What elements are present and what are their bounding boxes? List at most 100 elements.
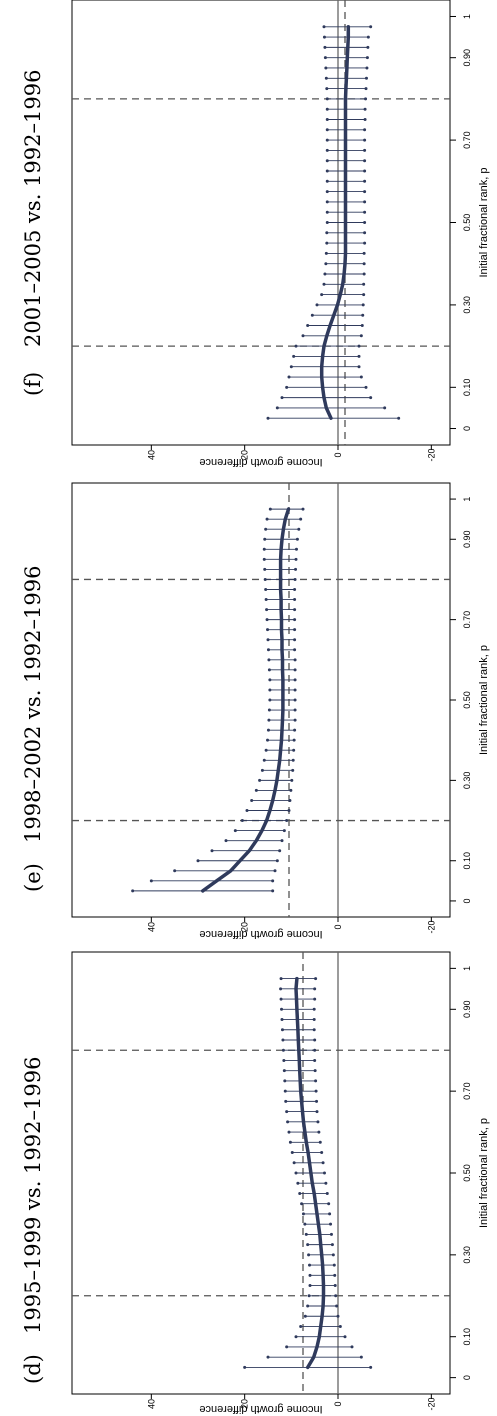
panel-d-title: 1995–1999 vs. 1992–1996	[21, 1057, 45, 1334]
ci-lower-point	[291, 768, 295, 772]
ci-upper-point	[308, 1284, 312, 1288]
ci-upper-point	[264, 748, 268, 752]
ci-lower-point	[364, 97, 368, 101]
ci-lower-point	[321, 1161, 325, 1165]
ci-lower-point	[293, 698, 297, 702]
ci-upper-point	[266, 638, 270, 642]
panel-f-caption: (f) 2001–2005 vs. 1992–1996	[21, 70, 45, 396]
ci-lower-point	[363, 221, 367, 224]
ci-lower-point	[293, 618, 297, 622]
ci-lower-point	[273, 869, 277, 873]
y-tick-label: 20	[240, 922, 250, 932]
ci-lower-point	[359, 375, 363, 379]
ci-upper-point	[285, 385, 289, 389]
ci-lower-point	[363, 210, 367, 214]
ci-upper-point	[268, 678, 272, 682]
ci-lower-point	[313, 1058, 317, 1062]
ci-upper-point	[262, 557, 266, 561]
ci-upper-point	[263, 577, 267, 581]
ci-upper-point	[285, 1110, 289, 1114]
ci-upper-point	[308, 1273, 312, 1277]
ci-lower-point	[363, 179, 367, 183]
x-tick-label: 1	[462, 497, 472, 502]
ci-lower-point	[314, 977, 318, 981]
x-tick-label: 0.30	[462, 772, 472, 790]
ci-lower-point	[318, 1140, 322, 1144]
ci-lower-point	[338, 1324, 342, 1328]
ci-upper-point	[275, 406, 279, 410]
ci-lower-point	[366, 35, 370, 39]
x-tick-label: 0.90	[462, 530, 472, 548]
ci-upper-point	[286, 1120, 290, 1124]
panel-e-axes: 0 0.10 0.30 0.50 0.70 0.90 1 Initial fractional…	[146, 497, 490, 940]
ci-upper-point	[325, 200, 329, 204]
ci-upper-point	[240, 819, 244, 823]
ci-upper-point	[268, 507, 272, 511]
ci-upper-point	[266, 628, 270, 632]
panel-e-caption: (e) 1998–2002 vs. 1992–1996	[21, 566, 45, 892]
x-tick-label: 0.90	[462, 49, 472, 67]
x-tick-label: 0.50	[462, 214, 472, 232]
panel-d-label: (d)	[21, 1354, 45, 1384]
ci-upper-point	[267, 718, 271, 722]
ci-upper-point	[233, 829, 237, 833]
x-tick-label: 0.50	[462, 1164, 472, 1182]
ci-lower-point	[289, 788, 293, 792]
ci-lower-point	[313, 1038, 317, 1042]
ci-upper-point	[262, 758, 266, 762]
ci-lower-point	[315, 1110, 319, 1114]
ci-upper-point	[322, 35, 326, 39]
ci-upper-point	[325, 231, 329, 235]
panel-d-axes: 0 0.10 0.30 0.50 0.70 0.90 1 Initial fractional…	[146, 966, 490, 1415]
ci-lower-point	[293, 658, 297, 662]
ci-upper-point	[324, 66, 328, 70]
ci-lower-point	[294, 557, 298, 561]
ci-upper-point	[282, 1069, 286, 1073]
ci-upper-point	[250, 798, 254, 802]
ci-upper-point	[265, 618, 269, 622]
ci-upper-point	[315, 303, 319, 307]
y-axis-title: Income growth difference	[199, 1403, 322, 1415]
ci-upper-point	[306, 1243, 310, 1247]
ci-lower-point	[290, 778, 294, 782]
ci-lower-point	[350, 1345, 354, 1349]
ci-upper-point	[290, 1151, 294, 1155]
ci-upper-point	[196, 859, 200, 863]
ci-lower-point	[295, 537, 299, 541]
ci-lower-point	[313, 1048, 317, 1052]
ci-lower-point	[333, 1273, 337, 1277]
ci-lower-point	[301, 507, 305, 511]
panel-f-label: (f)	[21, 372, 45, 396]
ci-upper-point	[287, 1130, 291, 1134]
ci-lower-point	[322, 1171, 326, 1175]
ci-upper-point	[267, 668, 271, 672]
ci-upper-point	[265, 517, 269, 521]
y-axis-title: Income growth difference	[199, 928, 322, 940]
ci-lower-point	[369, 396, 373, 400]
ci-lower-point	[364, 76, 368, 80]
ci-lower-point	[335, 1304, 339, 1308]
ci-upper-point	[324, 76, 328, 80]
ci-lower-point	[287, 809, 291, 813]
ci-upper-point	[303, 1314, 307, 1318]
ci-upper-point	[325, 210, 329, 214]
ci-upper-point	[224, 839, 228, 843]
ci-upper-point	[323, 56, 327, 60]
ci-upper-point	[322, 282, 326, 286]
ci-upper-point	[289, 365, 293, 369]
x-tick-label: 0.90	[462, 1001, 472, 1019]
ci-lower-point	[292, 748, 296, 752]
ci-lower-point	[359, 334, 363, 338]
ci-lower-point	[357, 365, 361, 369]
ci-lower-point	[288, 798, 292, 802]
ci-lower-point	[369, 1365, 373, 1369]
ci-lower-point	[313, 997, 317, 1001]
ci-lower-point	[285, 819, 289, 823]
ci-upper-point	[260, 768, 264, 772]
ci-upper-point	[173, 869, 177, 873]
ci-lower-point	[278, 849, 282, 853]
panel-f-title: 2001–2005 vs. 1992–1996	[21, 70, 45, 347]
ci-upper-point	[283, 1089, 287, 1093]
ci-lower-point	[297, 527, 301, 531]
ci-upper-point	[264, 598, 268, 602]
